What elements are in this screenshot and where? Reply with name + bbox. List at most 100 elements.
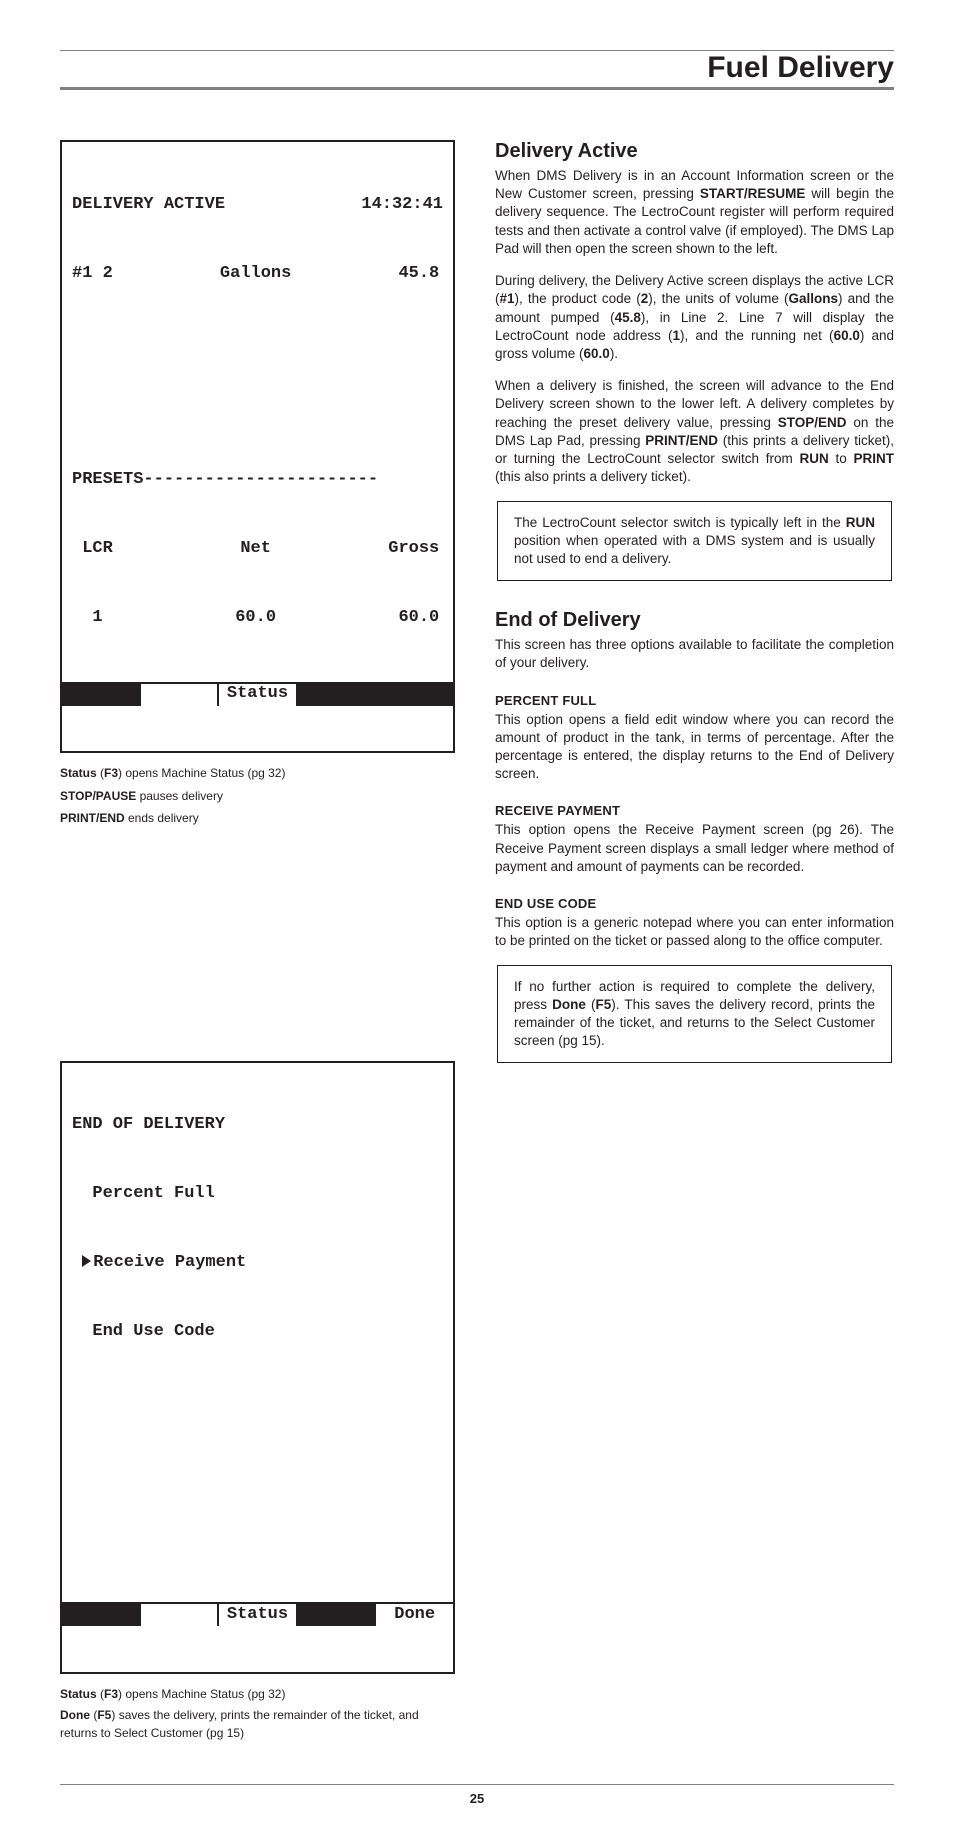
lcd-end-of-delivery: END OF DELIVERY Percent Full Receive Pay…	[60, 1061, 455, 1674]
heading-end-of-delivery: End of Delivery	[495, 609, 894, 632]
header-bar: Fuel Delivery	[60, 51, 894, 90]
t: RUN	[846, 515, 875, 530]
right-column: Delivery Active When DMS Delivery is in …	[495, 140, 894, 1744]
t: STOP/PAUSE	[60, 789, 136, 803]
lcd-row: #1 2 Gallons 45.8	[72, 263, 443, 286]
softkey-f1[interactable]	[62, 684, 141, 706]
softkey-f2[interactable]	[141, 1604, 220, 1626]
lcd-text: #1 2	[72, 263, 194, 286]
caption: Status (F3) opens Machine Status (pg 32)	[60, 1684, 455, 1704]
lcd-softkeys: Status Done	[62, 1602, 453, 1626]
caption: STOP/PAUSE pauses delivery	[60, 786, 455, 806]
paragraph: When a delivery is finished, the screen …	[495, 377, 894, 486]
t: (	[586, 997, 596, 1012]
lcd-text: Gallons	[194, 263, 316, 286]
t: 45.8	[615, 310, 641, 325]
lcd-blank	[72, 1527, 443, 1550]
t: PRINT/END	[645, 433, 718, 448]
lcd-text: 14:32:41	[361, 194, 443, 217]
caption: PRINT/END ends delivery	[60, 808, 455, 828]
menu-item-receive-payment[interactable]: Receive Payment	[72, 1252, 443, 1275]
softkey-f4[interactable]	[298, 1604, 377, 1626]
note-box: If no further action is required to comp…	[497, 965, 892, 1064]
t: #1	[500, 291, 515, 306]
t: Status	[60, 1687, 97, 1701]
t: position when operated with a DMS system…	[514, 533, 875, 566]
lcd-presets: PRESETS-----------------------	[72, 469, 443, 492]
heading-delivery-active: Delivery Active	[495, 140, 894, 163]
lcd-text: 60.0	[317, 607, 439, 630]
t: The LectroCount selector switch is typic…	[514, 515, 846, 530]
t: (	[90, 1708, 97, 1722]
t: ) opens Machine Status (pg 32)	[118, 766, 285, 780]
lcd-text: 1	[72, 607, 194, 630]
paragraph: This option is a generic notepad where y…	[495, 914, 894, 950]
t: to	[829, 451, 854, 466]
subheading-percent-full: PERCENT FULL	[495, 693, 894, 708]
lcd-text: 45.8	[317, 263, 439, 286]
t: F5	[97, 1708, 111, 1722]
t: Receive Payment	[93, 1253, 246, 1272]
lcd-text: Net	[194, 538, 316, 561]
t: 1	[673, 328, 681, 343]
menu-item-percent-full[interactable]: Percent Full	[72, 1183, 443, 1206]
t: STOP/END	[778, 415, 847, 430]
t: F3	[104, 1687, 118, 1701]
lcd-row: DELIVERY ACTIVE 14:32:41	[72, 194, 443, 217]
subheading-receive-payment: RECEIVE PAYMENT	[495, 803, 894, 818]
note-box: The LectroCount selector switch is typic…	[497, 501, 892, 582]
lcd-delivery-active: DELIVERY ACTIVE 14:32:41 #1 2 Gallons 45…	[60, 140, 455, 753]
t: Gallons	[789, 291, 839, 306]
paragraph: This screen has three options available …	[495, 636, 894, 672]
page-number: 25	[470, 1791, 484, 1806]
softkey-f3-status[interactable]: Status	[219, 1604, 298, 1626]
t: pauses delivery	[136, 789, 223, 803]
spacer	[60, 831, 455, 1061]
t: PRINT	[854, 451, 895, 466]
lcd-text: Gross	[317, 538, 439, 561]
softkey-f3-status[interactable]: Status	[219, 684, 298, 706]
lcd-blank	[72, 1390, 443, 1413]
t: ) opens Machine Status (pg 32)	[118, 1687, 285, 1701]
paragraph: When DMS Delivery is in an Account Infor…	[495, 167, 894, 258]
t: ).	[610, 346, 618, 361]
caption: Done (F5) saves the delivery, prints the…	[60, 1706, 455, 1742]
t: PRINT/END	[60, 811, 125, 825]
two-column-layout: DELIVERY ACTIVE 14:32:41 #1 2 Gallons 45…	[60, 140, 894, 1744]
softkey-f4[interactable]	[298, 684, 377, 706]
t: Done	[60, 1708, 90, 1722]
caption: Status (F3) opens Machine Status (pg 32)	[60, 763, 455, 783]
lcd-row: LCR Net Gross	[72, 538, 443, 561]
lcd-blank	[72, 332, 443, 355]
t: (	[97, 766, 104, 780]
t: Done	[552, 997, 586, 1012]
softkey-f1[interactable]	[62, 1604, 141, 1626]
t: (	[97, 1687, 104, 1701]
softkey-f2[interactable]	[141, 684, 220, 706]
lcd-title: END OF DELIVERY	[72, 1114, 443, 1137]
t: ), the units of volume (	[648, 291, 788, 306]
paragraph: This option opens a field edit window wh…	[495, 711, 894, 784]
t: ) saves the delivery, prints the remaind…	[60, 1708, 419, 1740]
t: RUN	[800, 451, 829, 466]
t: F5	[596, 997, 612, 1012]
lcd-text: LCR	[72, 538, 194, 561]
t: F3	[104, 766, 118, 780]
left-column: DELIVERY ACTIVE 14:32:41 #1 2 Gallons 45…	[60, 140, 455, 1744]
lcd-text: DELIVERY ACTIVE	[72, 194, 225, 217]
footer: 25	[60, 1784, 894, 1806]
paragraph: During delivery, the Delivery Active scr…	[495, 272, 894, 363]
subheading-end-use-code: END USE CODE	[495, 896, 894, 911]
menu-item-end-use-code[interactable]: End Use Code	[72, 1321, 443, 1344]
lcd-blank	[72, 400, 443, 423]
t: ), the product code (	[515, 291, 641, 306]
softkey-f5-done[interactable]: Done	[376, 1604, 453, 1626]
t: Status	[60, 766, 97, 780]
t: (this also prints a delivery ticket).	[495, 469, 691, 484]
t: ends delivery	[125, 811, 199, 825]
softkey-f5[interactable]	[376, 684, 453, 706]
lcd-row: 1 60.0 60.0	[72, 607, 443, 630]
paragraph: This option opens the Receive Payment sc…	[495, 821, 894, 876]
t: 60.0	[834, 328, 860, 343]
lcd-text: 60.0	[194, 607, 316, 630]
